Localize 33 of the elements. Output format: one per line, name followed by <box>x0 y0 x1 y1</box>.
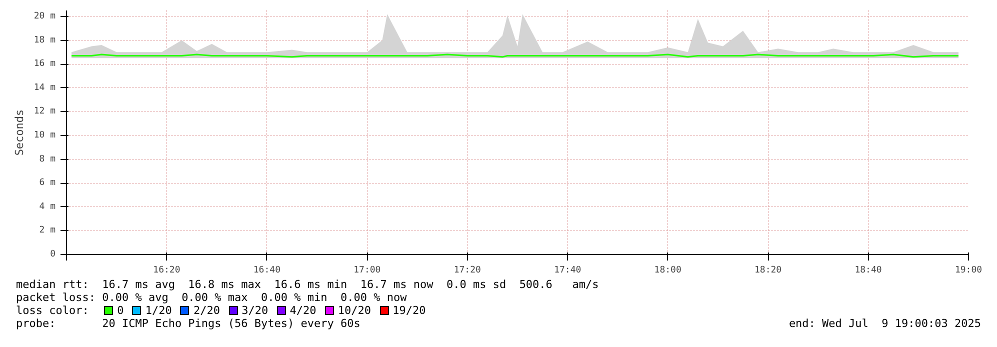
legend-label: 2/20 <box>193 304 221 317</box>
legend-label: 4/20 <box>290 304 318 317</box>
legend-label: 3/20 <box>242 304 270 317</box>
x-tick-label: 18:00 <box>654 266 682 276</box>
y-tick-label: 4 m <box>39 202 56 212</box>
legend-label: 1/20 <box>145 304 173 317</box>
y-tick-label: 14 m <box>34 82 56 93</box>
y-tick-label: 8 m <box>39 154 56 164</box>
y-tick-label: 20 m <box>34 11 56 22</box>
y-axis-title: Seconds <box>12 109 26 156</box>
legend-label: 10/20 <box>338 304 372 317</box>
x-tick-label: 17:00 <box>354 266 381 276</box>
text: median rtt: 16.7 ms avg 16.8 ms max 16.6 ms min 16.7 ms now 0.0 ms sd 500.6 am/s <box>16 278 600 291</box>
x-tick-label: 18:40 <box>854 266 882 276</box>
y-tick-label: 0 <box>50 250 56 260</box>
x-tick-label: 17:40 <box>554 266 582 276</box>
legend-label: 0 <box>117 304 125 317</box>
y-tick-label: 10 m <box>34 130 56 140</box>
text: end: Wed Jul 9 19:00:03 2025 <box>788 317 981 330</box>
legend-label: 19/20 <box>392 304 427 317</box>
x-tick-label: 18:20 <box>754 266 782 276</box>
legend-title: loss color: <box>16 304 90 317</box>
y-tick-label: 16 m <box>34 59 56 70</box>
text: probe: 20 ICMP Echo Pings (56 Bytes) every 60s <box>16 317 360 330</box>
x-tick-label: 17:20 <box>454 266 481 276</box>
y-tick-label: 18 m <box>34 35 56 46</box>
x-tick-label: 19:00 <box>954 266 982 276</box>
text: packet loss: 0.00 % avg 0.00 % max 0.00 % min 0.00 % now <box>16 291 408 304</box>
x-tick-label: 16:20 <box>153 266 180 276</box>
y-tick-label: 6 m <box>39 178 56 188</box>
y-tick-label: 2 m <box>39 226 56 236</box>
y-tick-label: 12 m <box>34 106 56 117</box>
x-tick-label: 16:40 <box>253 266 280 276</box>
